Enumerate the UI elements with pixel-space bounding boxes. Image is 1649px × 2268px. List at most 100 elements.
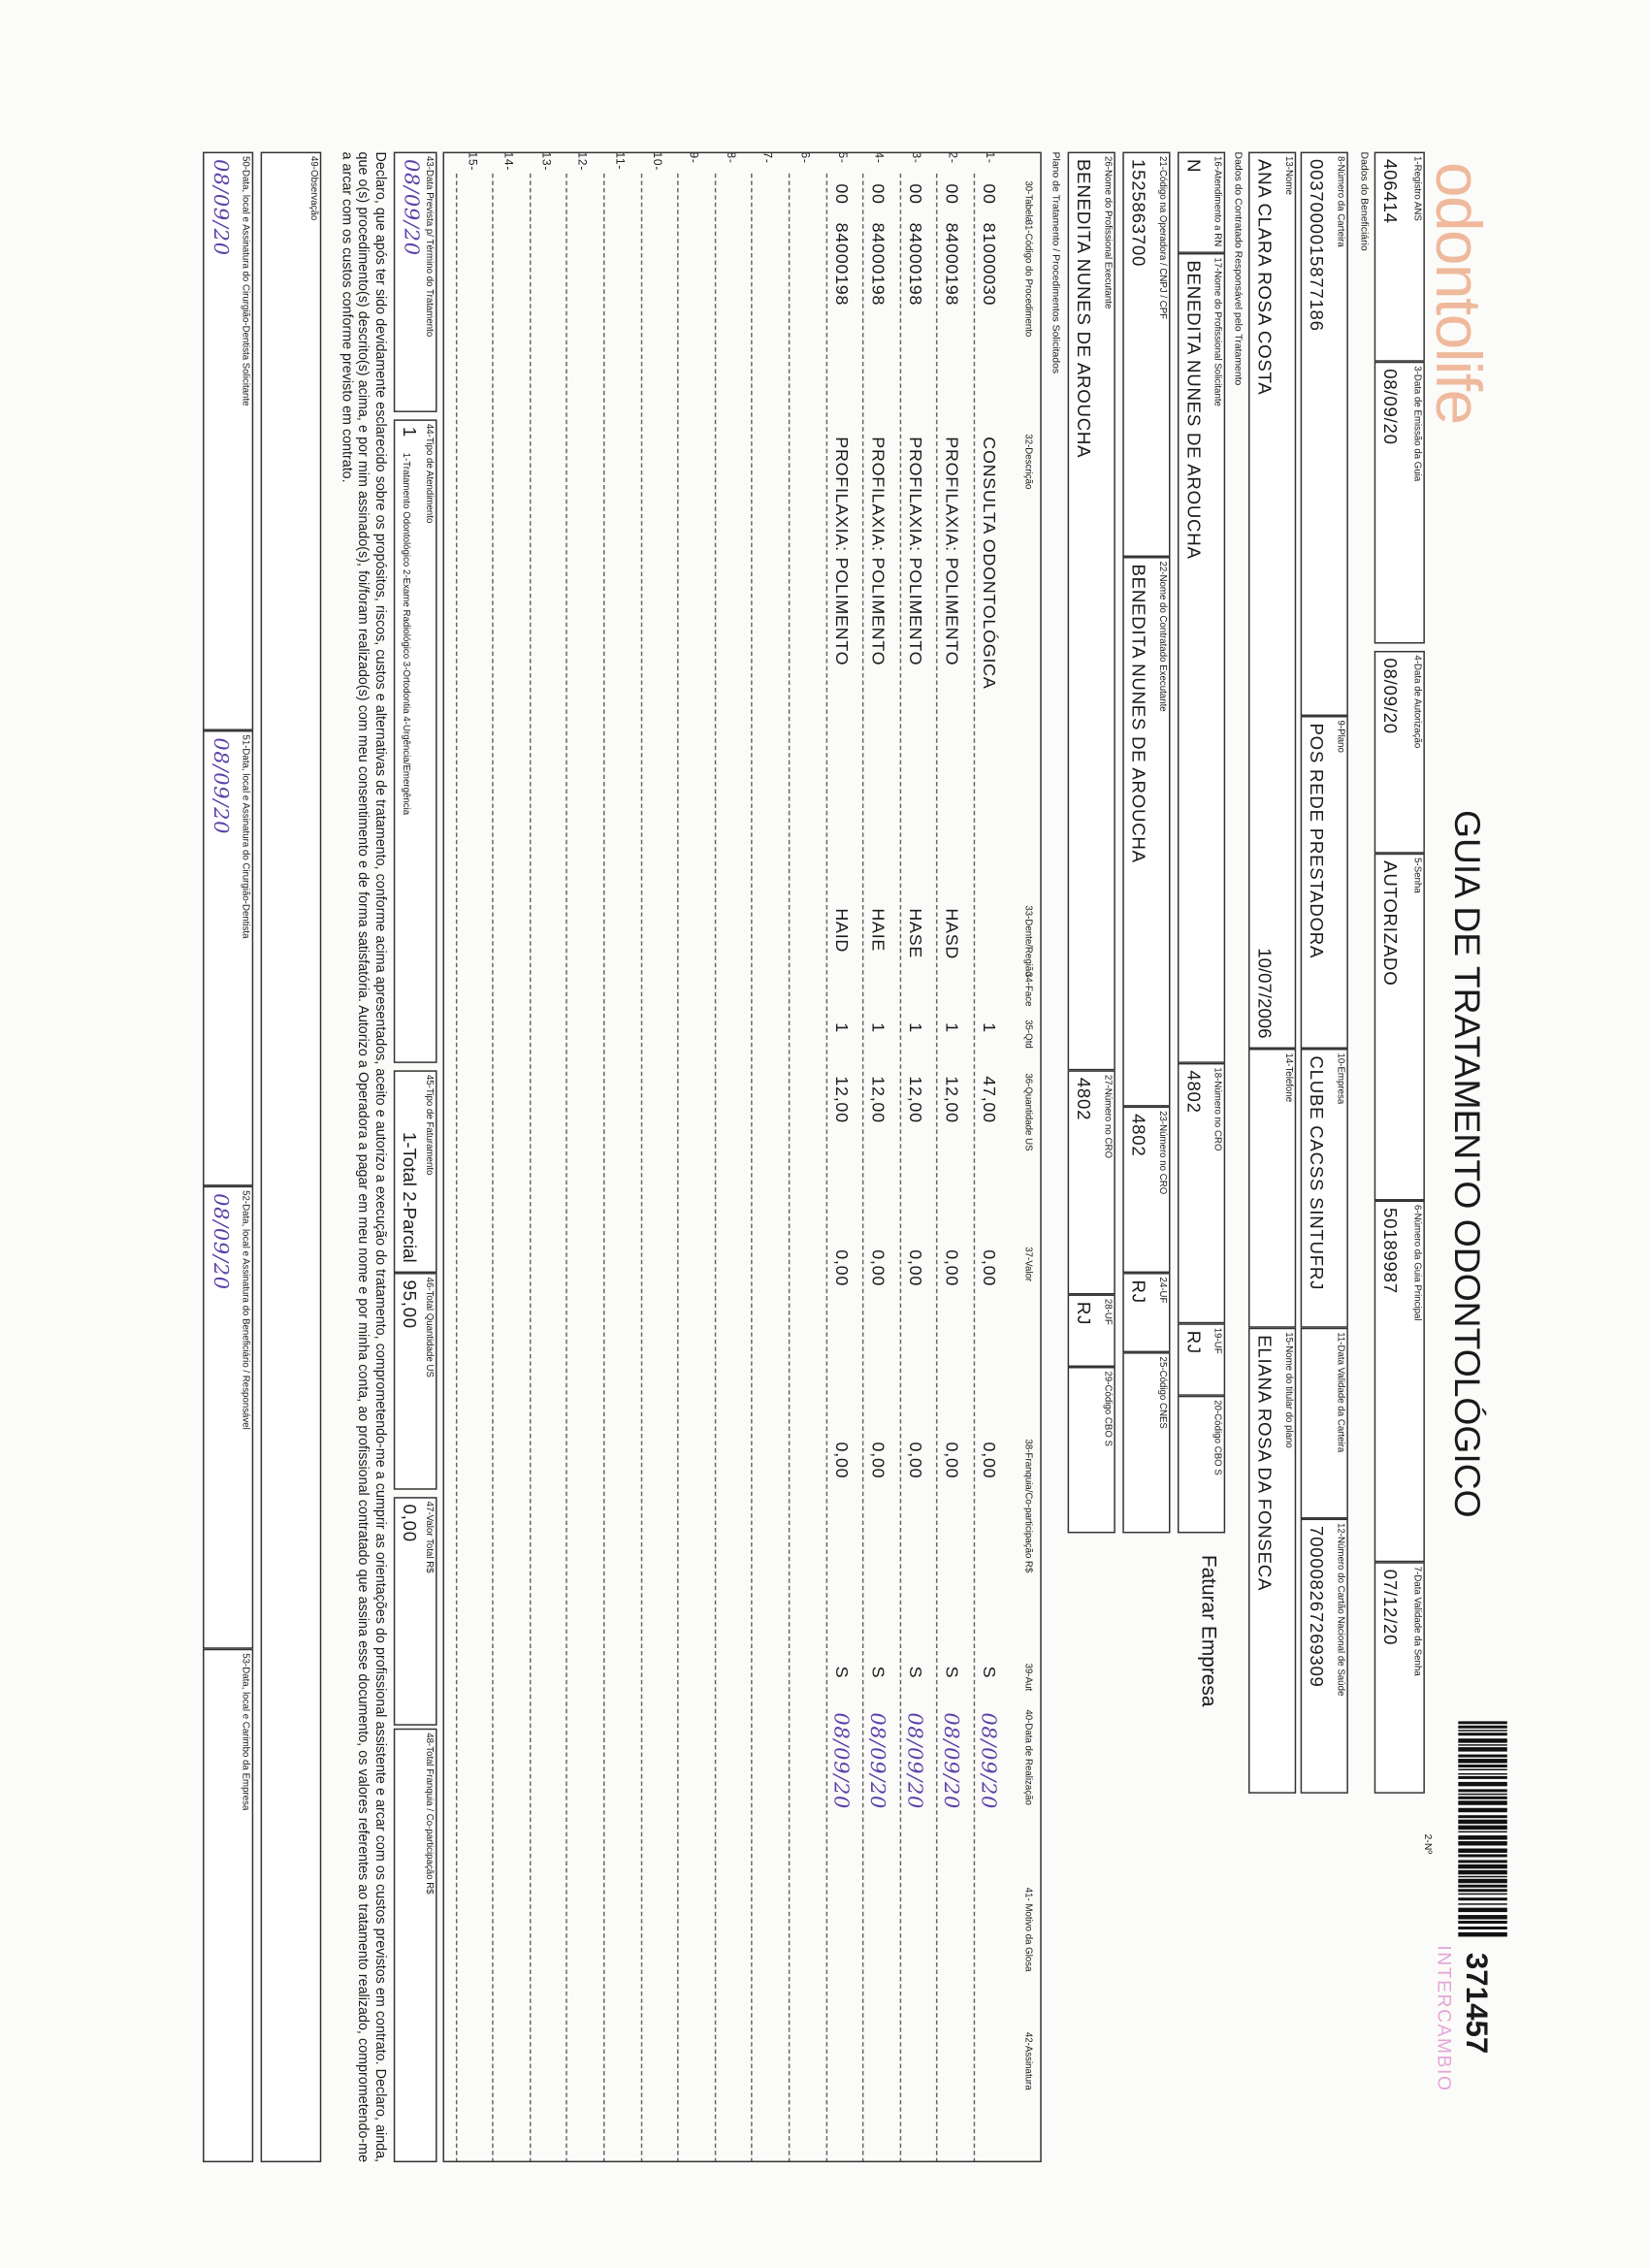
field-box: 19-UF RJ xyxy=(1177,1323,1226,1396)
field-box: 52-Data, local e Assinatura do Beneficiá… xyxy=(202,1185,254,1649)
field-label: 22-Nome do Contratado Executante xyxy=(1157,561,1168,712)
observation-box: 49-Observação xyxy=(260,151,322,2163)
field-value: 4802 xyxy=(1073,1077,1094,1121)
field-label: 49-Observação xyxy=(307,156,319,221)
field-box: 51-Data, local e Assinatura do Cirurgião… xyxy=(202,729,254,1186)
field-box: 24-UF RJ xyxy=(1122,1273,1171,1353)
field-value: CLUBE CACSS SINTUFRJ xyxy=(1306,1055,1327,1291)
field-label: 14-Telefone xyxy=(1282,1053,1294,1103)
field-box: 27-Número no CRO 4802 xyxy=(1067,1070,1116,1295)
field-label: 21-Código na Operadora / CNPJ / CPF xyxy=(1157,156,1168,320)
field-box: 11-Data Validade da Carteira xyxy=(1300,1327,1348,1519)
field-box: 26-Nome do Profissional Executante BENEDI… xyxy=(1067,151,1116,1071)
barcode-bar xyxy=(1458,1848,1507,1853)
field-label: 24-UF xyxy=(1157,1277,1168,1304)
field-label: 47-Valor Total R$ xyxy=(424,1501,435,1573)
field-label: 12-Número do Cartão Nacional de Saúde xyxy=(1335,1523,1345,1697)
field-box: 5-Senha AUTORIZADO xyxy=(1374,853,1425,1201)
field-value: ELIANA ROSA DA FONSECA xyxy=(1253,1335,1275,1592)
field-value: 4802 xyxy=(1128,1114,1149,1157)
barcode-bar xyxy=(1458,1854,1507,1858)
field-value: POS REDE PRESTADORA xyxy=(1306,723,1327,959)
barcode-bar xyxy=(1458,1738,1507,1743)
field-value: AUTORIZADO xyxy=(1379,860,1401,987)
field-value: 4802 xyxy=(1182,1070,1204,1114)
field-label: 53-Data, local e Carimbo da Empresa xyxy=(240,1653,251,1811)
field-label: 8-Número da Carteira xyxy=(1335,156,1345,247)
field-label: 51-Data, local e Assinatura do Cirurgião… xyxy=(240,734,251,939)
barcode-bar xyxy=(1458,1860,1507,1863)
field-value: 0037000015877186 xyxy=(1306,159,1327,332)
barcode-bar xyxy=(1458,1815,1507,1819)
barcode-bar xyxy=(1458,1903,1507,1905)
barcode-bar xyxy=(1458,1831,1507,1833)
field-box: 14-Telefone xyxy=(1247,1048,1297,1328)
field-extra: 10/07/2006 xyxy=(1253,948,1275,1039)
barcode-bar xyxy=(1458,1897,1507,1901)
barcode-bar xyxy=(1458,1884,1507,1888)
field-extra: 1-Tratamento Odontológico 2-Exame Radiol… xyxy=(401,452,411,816)
barcode-bar xyxy=(1458,1921,1507,1925)
field-label: 6-Número da Guia Principal xyxy=(1411,1205,1422,1321)
field-box: 4-Data de Autorização 08/09/20 xyxy=(1374,650,1425,854)
barcode-bar xyxy=(1458,1772,1507,1775)
barcode-bar xyxy=(1458,1800,1507,1805)
field-label: 28-UF xyxy=(1102,1298,1113,1325)
field-value: 700008267269309 xyxy=(1306,1526,1327,1688)
field-box: 12-Número do Cartão Nacional de Saúde 700… xyxy=(1300,1518,1348,1794)
barcode-bar xyxy=(1458,1875,1507,1878)
field-value: ANA CLARA ROSA COSTA xyxy=(1253,159,1275,396)
field-value: RJ xyxy=(1073,1301,1094,1326)
barcode-bar xyxy=(1458,1915,1507,1920)
barcode-bar xyxy=(1458,1747,1507,1752)
barcode-bar xyxy=(1458,1721,1507,1725)
field-label: 52-Data, local e Assinatura do Beneficiá… xyxy=(240,1190,251,1430)
barcode-bar xyxy=(1458,1825,1507,1831)
field-label: 9-Plano xyxy=(1335,720,1345,753)
field-label: 48-Total Franquia / Co-participação R$ xyxy=(424,1733,435,1895)
barcode-bar xyxy=(1458,1893,1507,1895)
barcode-bar xyxy=(1458,1759,1507,1764)
barcode-bar xyxy=(1458,1768,1507,1770)
barcode-bar xyxy=(1458,1725,1507,1729)
barcode-bar xyxy=(1458,1907,1507,1913)
barcode-bar xyxy=(1458,1793,1507,1796)
field-box: 29-Código CBO S xyxy=(1067,1366,1116,1534)
field-label: 11-Data Validade da Carteira xyxy=(1335,1332,1345,1453)
field-box: 10-Empresa CLUBE CACSS SINTUFRJ xyxy=(1300,1048,1348,1328)
field-value: 95,00 xyxy=(399,1280,420,1329)
section-label: Dados do Beneficiário xyxy=(1358,151,1369,251)
field-label: 10-Empresa xyxy=(1335,1053,1345,1105)
form-number-label: 2-Nº xyxy=(1421,1833,1433,1855)
field-label: 7-Data Validade da Senha xyxy=(1411,1566,1422,1676)
barcode-bar xyxy=(1458,1869,1507,1875)
field-box: 9-Plano POS REDE PRESTADORA xyxy=(1300,716,1348,1049)
field-box: 47-Valor Total R$ 0,00 xyxy=(393,1497,437,1726)
field-label: 13-Nome xyxy=(1282,156,1294,195)
field-label: 1-Registro ANS xyxy=(1411,156,1422,221)
logo: odontolife xyxy=(1421,161,1493,424)
barcode-bar xyxy=(1458,1730,1507,1732)
field-label: 16-Atendimento a RN xyxy=(1212,156,1223,247)
barcode-bar xyxy=(1458,1733,1507,1736)
barcode xyxy=(1458,1721,1507,1937)
field-value: 0,00 xyxy=(399,1504,420,1542)
field-box: 13-Nome ANA CLARA ROSA COSTA 10/07/2006 xyxy=(1247,151,1297,1049)
field-box: 16-Atendimento a RN N xyxy=(1177,151,1226,253)
billing-note: Faturar Empresa xyxy=(1197,1554,1221,1707)
section-label: Dados do Contratado Responsável pelo Tra… xyxy=(1232,151,1244,386)
field-value: 1 xyxy=(399,426,420,437)
field-value: 50189987 xyxy=(1379,1207,1401,1294)
field-box: 21-Código na Operadora / CNPJ / CPF 15258… xyxy=(1122,151,1171,558)
field-box: 22-Nome do Contratado Executante BENEDITA… xyxy=(1122,557,1171,1107)
field-box: 15-Nome do titular do plano ELIANA ROSA D… xyxy=(1247,1327,1297,1794)
field-value: RJ xyxy=(1182,1330,1204,1354)
stamp: INTERCAMBIO xyxy=(1433,1945,1456,2092)
field-box: 23-Número no CRO 4802 xyxy=(1122,1106,1171,1274)
field-box: 18-Número no CRO 4802 xyxy=(1177,1062,1226,1324)
field-value: 08/09/20 xyxy=(399,159,423,256)
field-value: 07/12/20 xyxy=(1379,1569,1401,1646)
field-value: 08/09/20 xyxy=(1379,658,1401,734)
